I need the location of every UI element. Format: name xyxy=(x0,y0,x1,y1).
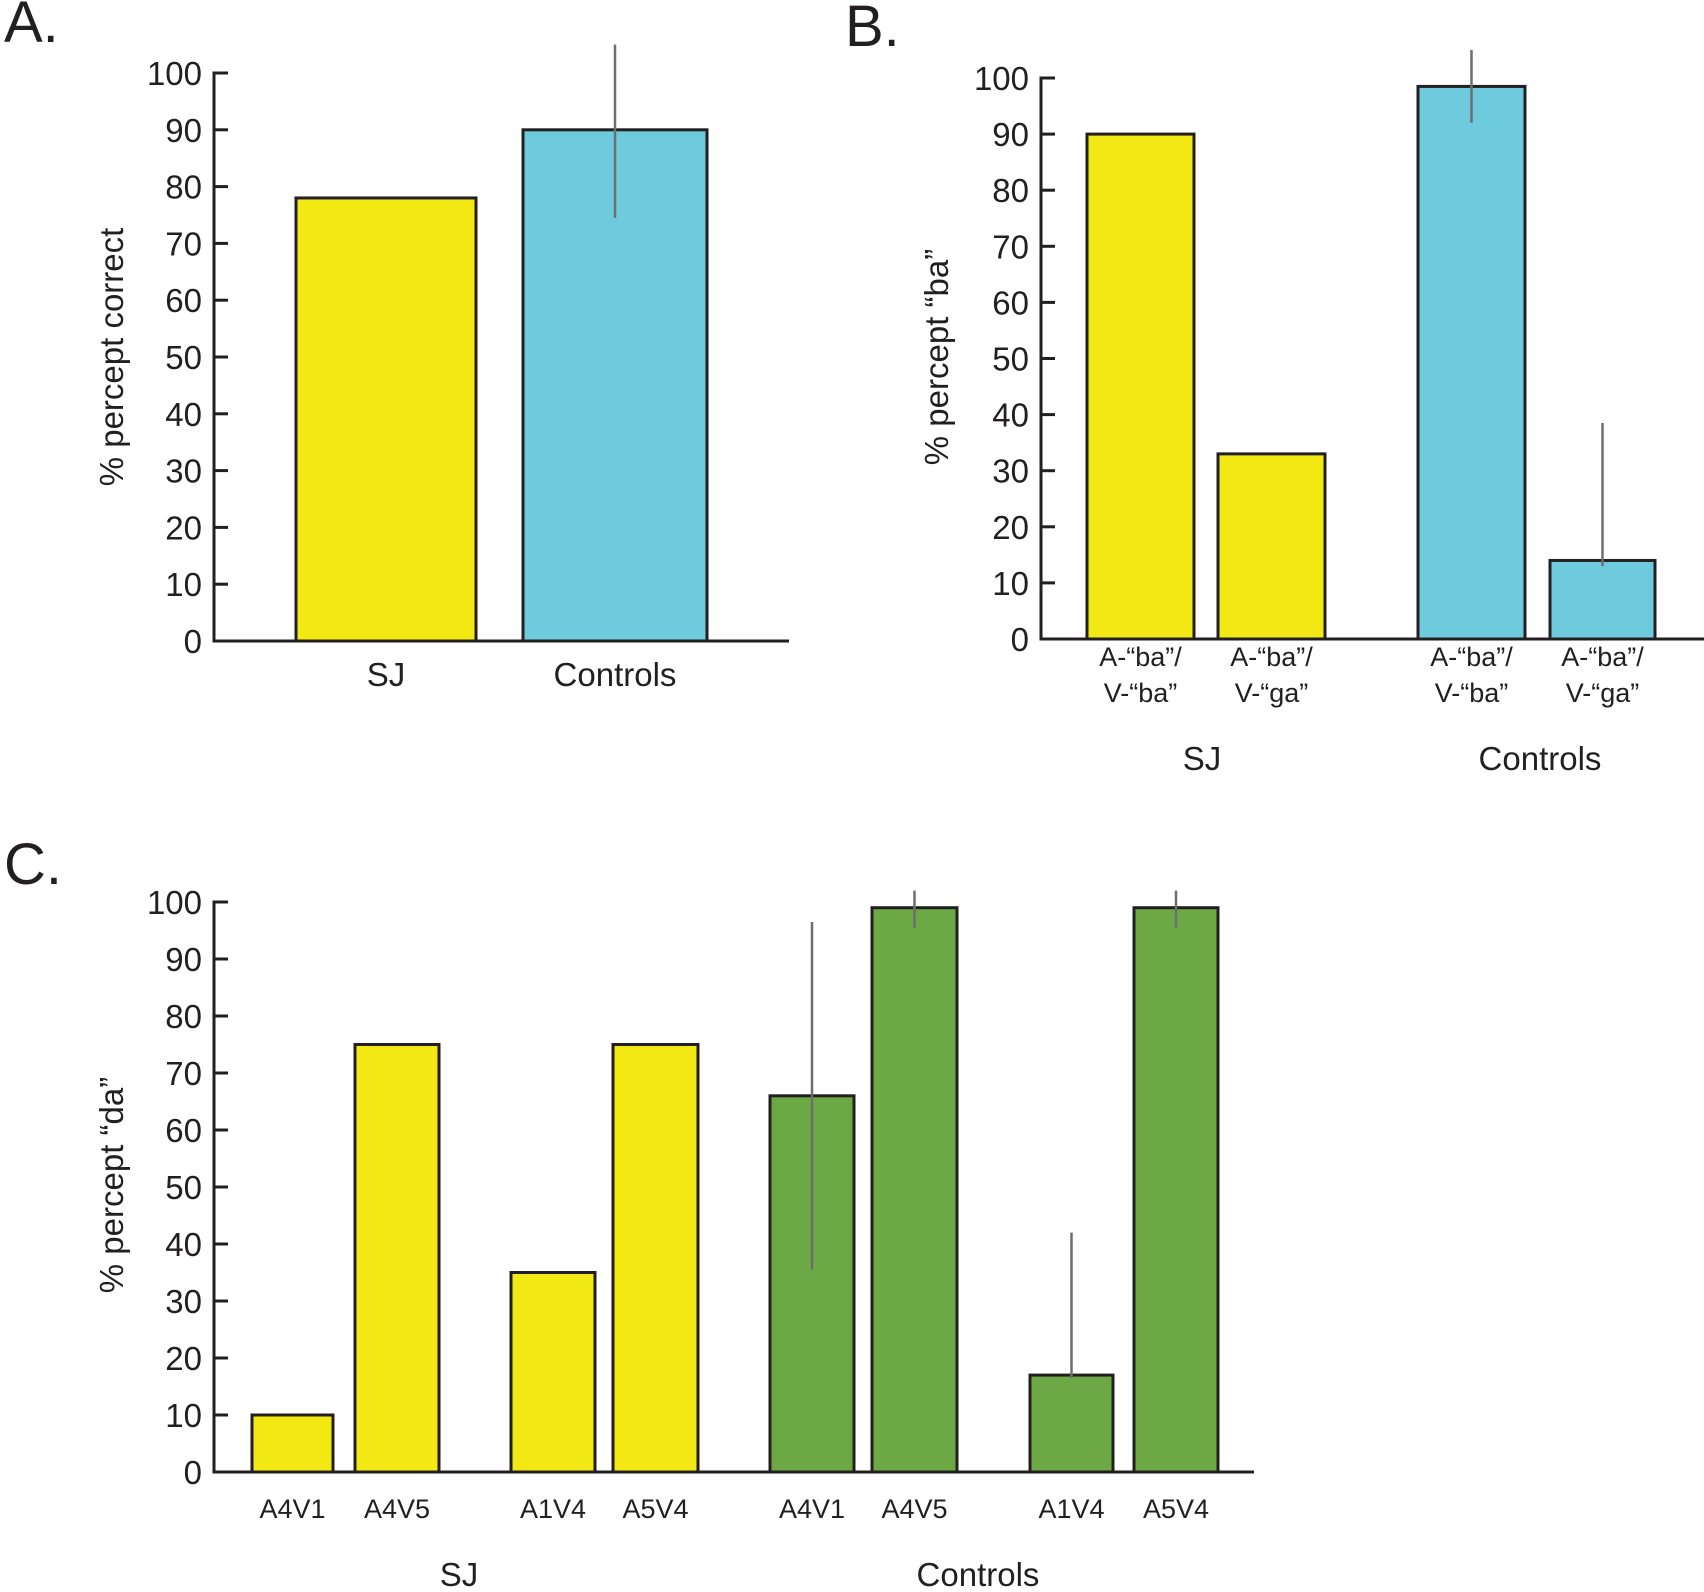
y-tick-label: 40 xyxy=(165,1226,202,1263)
bar-sj-1 xyxy=(1216,452,1327,641)
y-tick-label: 100 xyxy=(974,60,1029,97)
y-tick-label: 90 xyxy=(165,941,202,978)
y-tick-label: 10 xyxy=(165,566,202,603)
panel-b-label: B. xyxy=(845,0,900,59)
x-category-label: A1V4 xyxy=(1038,1494,1104,1524)
y-tick-label: 70 xyxy=(165,1055,202,1092)
bar-controls-2 xyxy=(1416,84,1527,641)
y-tick-label: 100 xyxy=(147,55,202,92)
y-tick-label: 30 xyxy=(165,453,202,490)
x-category-label: A5V4 xyxy=(1143,1494,1209,1524)
y-tick-label: 0 xyxy=(184,1454,202,1491)
x-category-label: A4V1 xyxy=(779,1494,845,1524)
bar-sj-0 xyxy=(250,1413,335,1474)
x-category-label-line2: V-“ga” xyxy=(1566,678,1640,708)
y-tick-label: 20 xyxy=(165,509,202,546)
panel-a-ylabel: % percept correct xyxy=(93,228,130,487)
x-category-label: A4V5 xyxy=(364,1494,430,1524)
bar-controls-7 xyxy=(1132,906,1220,1474)
bar-controls-6 xyxy=(1028,1373,1115,1474)
x-group-label: SJ xyxy=(440,1556,479,1592)
y-tick-label: 30 xyxy=(165,1283,202,1320)
y-tick-label: 70 xyxy=(992,228,1029,265)
panel-c: C. % percept “da” 0 10 20 30 40 50 60 70 80 90 100… xyxy=(4,832,1254,1592)
x-category-label-line1: A-“ba”/ xyxy=(1430,642,1513,672)
x-group-label: Controls xyxy=(917,1556,1040,1592)
bar-sj-2 xyxy=(509,1271,597,1474)
y-tick-label: 30 xyxy=(992,453,1029,490)
y-tick-label: 50 xyxy=(165,339,202,376)
y-tick-label: 40 xyxy=(165,396,202,433)
y-tick-label: 90 xyxy=(992,116,1029,153)
x-category-label-line1: A-“ba”/ xyxy=(1099,642,1182,672)
x-category-label: A4V5 xyxy=(881,1494,947,1524)
y-tick-label: 20 xyxy=(992,509,1029,546)
x-category-label-line2: V-“ba” xyxy=(1104,678,1178,708)
y-tick-label: 10 xyxy=(992,565,1029,602)
panel-a-label: A. xyxy=(4,0,59,55)
bar-0 xyxy=(294,196,478,643)
y-tick-label: 80 xyxy=(165,998,202,1035)
panel-b-ylabel: % percept “ba” xyxy=(918,249,955,465)
panel-c-label: C. xyxy=(4,832,62,897)
x-category-label: Controls xyxy=(554,656,677,693)
y-tick-label: 90 xyxy=(165,112,202,149)
y-tick-label: 40 xyxy=(992,397,1029,434)
bar-sj-1 xyxy=(353,1043,441,1474)
bar-sj-0 xyxy=(1085,132,1196,641)
y-tick-label: 50 xyxy=(992,341,1029,378)
x-category-label-line1: A-“ba”/ xyxy=(1230,642,1313,672)
panel-c-ylabel: % percept “da” xyxy=(93,1077,130,1293)
panel-b: B. % percept “ba” 0 10 20 30 40 50 60 70 80 90 100… xyxy=(845,0,1704,777)
y-tick-label: 50 xyxy=(165,1169,202,1206)
y-tick-label: 0 xyxy=(184,623,202,660)
x-group-label: SJ xyxy=(1183,740,1222,777)
x-group-label: Controls xyxy=(1479,740,1602,777)
y-tick-label: 60 xyxy=(165,1112,202,1149)
bar-controls-5 xyxy=(870,906,959,1474)
x-category-label-line1: A-“ba”/ xyxy=(1561,642,1644,672)
y-tick-label: 0 xyxy=(1011,621,1029,658)
panel-a: A. % percept correct 0 10 20 30 40 50 60 70 80 90… xyxy=(4,0,789,693)
bar-controls-3 xyxy=(1548,558,1657,641)
x-category-label: A1V4 xyxy=(520,1494,586,1524)
y-tick-label: 20 xyxy=(165,1340,202,1377)
x-category-label: SJ xyxy=(367,656,406,693)
y-tick-label: 60 xyxy=(165,282,202,319)
bar-sj-3 xyxy=(611,1043,700,1474)
y-tick-label: 10 xyxy=(165,1397,202,1434)
y-tick-label: 80 xyxy=(165,169,202,206)
x-category-label: A4V1 xyxy=(259,1494,325,1524)
y-tick-label: 60 xyxy=(992,284,1029,321)
y-tick-label: 100 xyxy=(147,884,202,921)
y-tick-label: 70 xyxy=(165,225,202,262)
y-tick-label: 80 xyxy=(992,172,1029,209)
x-category-label: A5V4 xyxy=(622,1494,688,1524)
x-category-label-line2: V-“ba” xyxy=(1435,678,1509,708)
x-category-label-line2: V-“ga” xyxy=(1235,678,1309,708)
